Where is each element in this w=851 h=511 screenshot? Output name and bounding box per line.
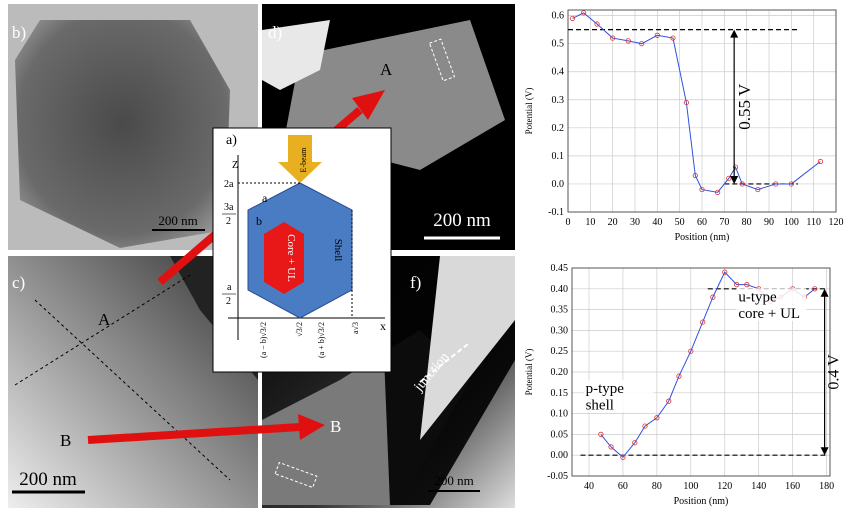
- y-tick-label: 0.35: [551, 305, 569, 316]
- y-tick-label: 0.45: [551, 263, 569, 274]
- y-tick-label: -0.1: [548, 207, 564, 218]
- arrow-head: [821, 289, 829, 297]
- x-tick: (a + b)√3/2: [317, 322, 326, 358]
- shell-label: Shell: [332, 239, 344, 262]
- x-tick-label: 40: [584, 481, 594, 492]
- x-tick-label: 60: [618, 481, 628, 492]
- x-tick-label: 80: [652, 481, 662, 492]
- y-tick-label: -0.05: [547, 471, 568, 482]
- y-tick-label: 0.1: [552, 151, 565, 162]
- x-tick-label: 100: [683, 481, 698, 492]
- y-tick-label: 0.30: [551, 325, 569, 336]
- x-tick-label: 40: [652, 217, 662, 228]
- x-tick-label: 90: [764, 217, 774, 228]
- beam-label: E-beam: [299, 147, 308, 173]
- z-tick: 3a: [224, 202, 234, 213]
- x-axis-title: Position (nm): [674, 496, 729, 507]
- y-tick-label: 0.5: [552, 39, 565, 50]
- y-tick-label: 0.4: [552, 67, 565, 78]
- y-tick-label: 0.05: [551, 429, 569, 440]
- y-tick-label: 0.20: [551, 367, 569, 378]
- annotation: shell: [586, 397, 614, 413]
- annotation: core + UL: [738, 306, 800, 322]
- y-axis-title: Potential (V): [524, 349, 534, 396]
- arrow-head: [730, 176, 738, 184]
- y-tick-label: 0.25: [551, 346, 569, 357]
- panel-label: b): [12, 23, 26, 42]
- region-label: A: [380, 60, 393, 79]
- x-tick-label: 20: [608, 217, 618, 228]
- z-tick: a: [227, 282, 232, 293]
- side-label: b: [256, 214, 262, 228]
- x-tick-label: 180: [819, 481, 834, 492]
- y-tick-label: 0.15: [551, 388, 569, 399]
- panel-label: f): [410, 273, 421, 292]
- region-label: B: [330, 417, 341, 436]
- region-label: A: [98, 310, 111, 329]
- y-tick-label: 0.6: [552, 11, 565, 22]
- x-tick: (a − b)√3/2: [259, 322, 268, 358]
- x-axis-title: Position (nm): [675, 232, 730, 243]
- z-tick: 2a: [224, 179, 234, 190]
- panel-a: a) Z x E-beam a b Core + UL Shell 2a 3a …: [213, 128, 391, 372]
- panel-label: a): [226, 133, 237, 148]
- scale-text: 200 nm: [158, 213, 197, 228]
- data-line: [572, 13, 820, 193]
- region-label: B: [60, 431, 71, 450]
- x-tick: √3/2: [295, 322, 304, 337]
- core-label: Core + UL: [285, 234, 297, 282]
- figure: b) 200 nm d) A 200 nm c) A B 200 nm f) B…: [0, 0, 851, 511]
- x-tick-label: 60: [697, 217, 707, 228]
- z-tick: 2: [226, 216, 231, 227]
- x-tick-label: 120: [829, 217, 844, 228]
- x-tick: a√3: [351, 322, 360, 334]
- scale-text: 200 nm: [433, 210, 491, 231]
- x-tick-label: 110: [806, 217, 821, 228]
- annotation: p-type: [586, 381, 625, 397]
- chart-e: -0.1 0.0 0.1 0.2 0.3 0.4 0.5 0.6 0 10 20 30 40 50 60 70…: [524, 10, 844, 243]
- x-tick-label: 50: [675, 217, 685, 228]
- axis-title: Z: [232, 160, 238, 171]
- side-label: a: [262, 191, 268, 205]
- y-tick-label: 0.00: [551, 450, 569, 461]
- panel-label: c): [12, 273, 25, 292]
- x-tick-label: 0: [566, 217, 571, 228]
- scale-text: 200 nm: [434, 473, 473, 488]
- annotation: 0.55 V: [735, 83, 754, 130]
- arrow-head: [730, 30, 738, 38]
- x-tick-label: 80: [742, 217, 752, 228]
- y-tick-label: 0.0: [552, 179, 565, 190]
- y-tick-label: 0.3: [552, 95, 565, 106]
- x-tick-label: 10: [585, 217, 595, 228]
- annotation: 0.4 V: [826, 354, 843, 390]
- chart-g: -0.05 0.00 0.05 0.10 0.15 0.20 0.25 0.30 0.35 0.4…: [524, 263, 843, 507]
- axis-title: x: [380, 319, 386, 333]
- y-tick-label: 0.2: [552, 123, 565, 134]
- y-tick-label: 0.40: [551, 284, 569, 295]
- x-tick-label: 160: [785, 481, 800, 492]
- annotation: u-type: [738, 289, 777, 305]
- x-tick-label: 70: [719, 217, 729, 228]
- y-tick-label: 0.10: [551, 409, 569, 420]
- panel-label: d): [268, 23, 282, 42]
- scale-text: 200 nm: [19, 469, 77, 490]
- arrow-head: [821, 447, 829, 455]
- y-axis-title: Potential (V): [524, 88, 534, 135]
- x-tick-label: 140: [751, 481, 766, 492]
- x-tick-label: 120: [717, 481, 732, 492]
- core-hexagon: [264, 222, 304, 294]
- x-tick-label: 100: [784, 217, 799, 228]
- x-tick-label: 30: [630, 217, 640, 228]
- z-tick: 2: [226, 296, 231, 307]
